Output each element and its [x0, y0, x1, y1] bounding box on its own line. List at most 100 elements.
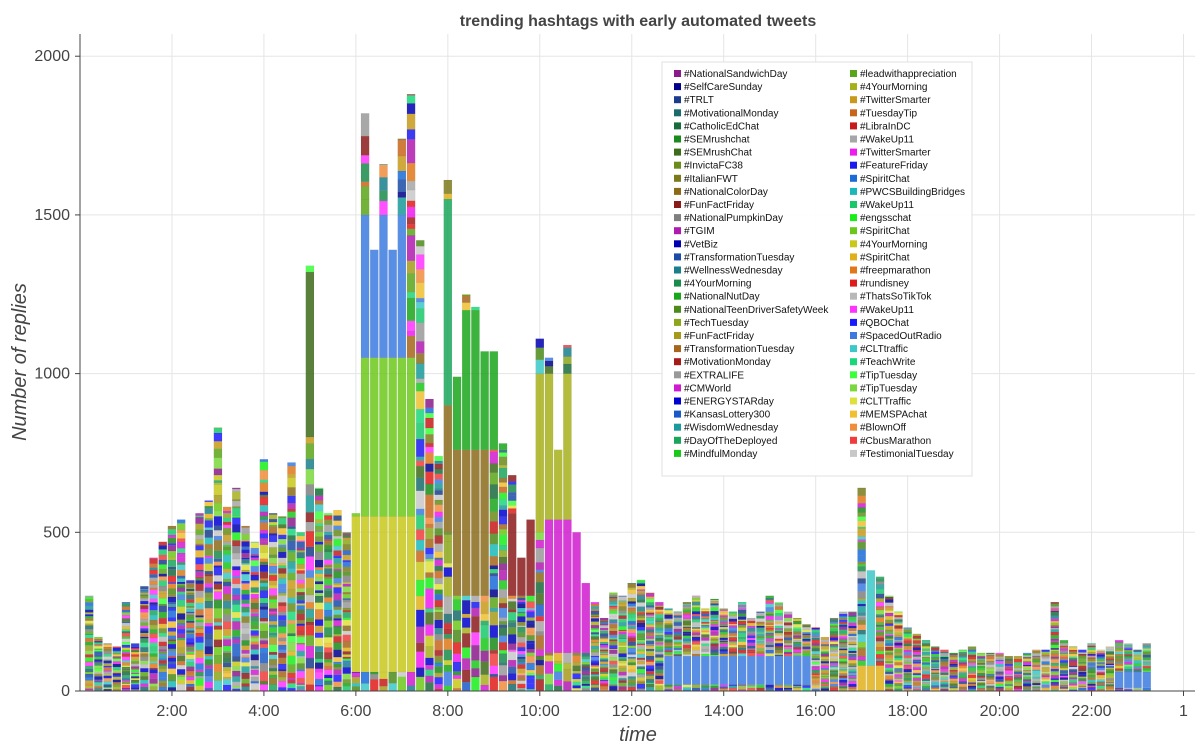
bar-segment [783, 685, 793, 689]
bar-segment [232, 638, 241, 644]
bar-segment [627, 681, 637, 686]
bar-segment [949, 675, 958, 678]
bar-segment [498, 443, 508, 450]
bar-segment [434, 490, 443, 495]
bar-segment [590, 616, 600, 619]
bar-segment [195, 580, 204, 585]
bar-segment [645, 596, 655, 599]
bar-segment [609, 615, 618, 620]
legend-swatch [850, 449, 857, 457]
bar-segment [811, 637, 820, 641]
bar-segment [232, 661, 241, 667]
bar-segment [333, 550, 342, 556]
bar-segment [443, 179, 453, 194]
bar-segment [333, 515, 342, 521]
bar-segment [848, 622, 857, 626]
bar-segment [323, 627, 333, 635]
bar-segment [149, 609, 158, 616]
bar-segment [1050, 647, 1060, 650]
bar-segment [1087, 670, 1096, 674]
bar-segment [333, 636, 342, 643]
legend-label: #4YourMorning [860, 239, 927, 250]
bar-segment [195, 671, 204, 677]
bar-segment [802, 626, 811, 631]
legend-swatch [850, 201, 857, 208]
bar-segment [1142, 687, 1152, 691]
bar-segment [250, 574, 260, 581]
bar-segment [360, 357, 370, 517]
bar-segment [747, 648, 756, 651]
bar-segment [342, 532, 351, 534]
bar-segment [829, 617, 839, 620]
bar-segment [379, 164, 388, 178]
bar-segment [627, 637, 637, 642]
bar-segment [526, 617, 535, 621]
bar-segment [553, 671, 563, 681]
bar-segment [1142, 659, 1152, 662]
bar-segment [94, 680, 103, 682]
bar-segment [287, 465, 296, 475]
bar-segment [176, 624, 186, 630]
bar-segment [241, 678, 250, 684]
bar-segment [774, 620, 784, 622]
bar-segment [305, 521, 315, 532]
bar-segment [894, 640, 903, 642]
bar-segment [848, 616, 857, 620]
legend-label: #NationalTeenDriverSafetyWeek [684, 305, 829, 316]
bar-segment [820, 661, 830, 664]
legend-label: #SpiritChat [860, 252, 910, 263]
bar-segment [866, 665, 876, 692]
bar-segment [912, 673, 922, 676]
bar-segment [747, 617, 756, 621]
bar-segment [176, 613, 186, 620]
bar-segment [645, 626, 655, 630]
bar-segment [195, 615, 204, 618]
bar-segment [149, 661, 158, 664]
bar-segment [241, 616, 250, 623]
legend-swatch [850, 122, 857, 130]
bar-segment [894, 619, 903, 622]
bar-segment [838, 616, 848, 619]
bar-segment [1068, 681, 1078, 684]
bar-segment [213, 575, 223, 582]
bar-segment [664, 646, 673, 649]
bar-segment [756, 636, 765, 639]
bar-segment [1105, 660, 1115, 664]
bar-segment [323, 515, 333, 520]
bar-segment [241, 569, 250, 573]
bar-segment [609, 686, 618, 692]
bar-segment [756, 640, 765, 644]
bar-segment [250, 557, 260, 561]
bar-segment [498, 620, 508, 625]
bar-segment [213, 482, 223, 485]
bar-segment [765, 625, 774, 629]
bar-segment [204, 563, 214, 572]
bar-segment [820, 641, 830, 645]
bar-segment [158, 653, 168, 656]
bar-segment [176, 541, 186, 549]
bar-segment [857, 495, 866, 504]
bar-segment [434, 611, 443, 621]
bar-segment [1050, 610, 1060, 613]
bar-segment [719, 615, 729, 618]
bar-segment [323, 677, 333, 681]
bar-segment [636, 585, 646, 590]
bar-segment [526, 662, 535, 671]
bar-segment [425, 646, 434, 659]
bar-segment [360, 181, 370, 187]
bar-segment [222, 635, 232, 638]
bar-segment [507, 651, 517, 661]
bar-segment [259, 623, 269, 632]
bar-segment [176, 678, 186, 685]
bar-segment [149, 567, 158, 571]
bar-segment [222, 527, 232, 536]
bar-segment [213, 480, 223, 483]
bar-segment [609, 660, 618, 665]
bar-segment [213, 441, 223, 449]
bar-segment [296, 547, 305, 551]
bar-segment [811, 632, 820, 635]
bar-segment [176, 575, 186, 579]
bar-segment [535, 562, 545, 571]
bar-segment [958, 681, 968, 685]
bar-segment [921, 681, 931, 685]
